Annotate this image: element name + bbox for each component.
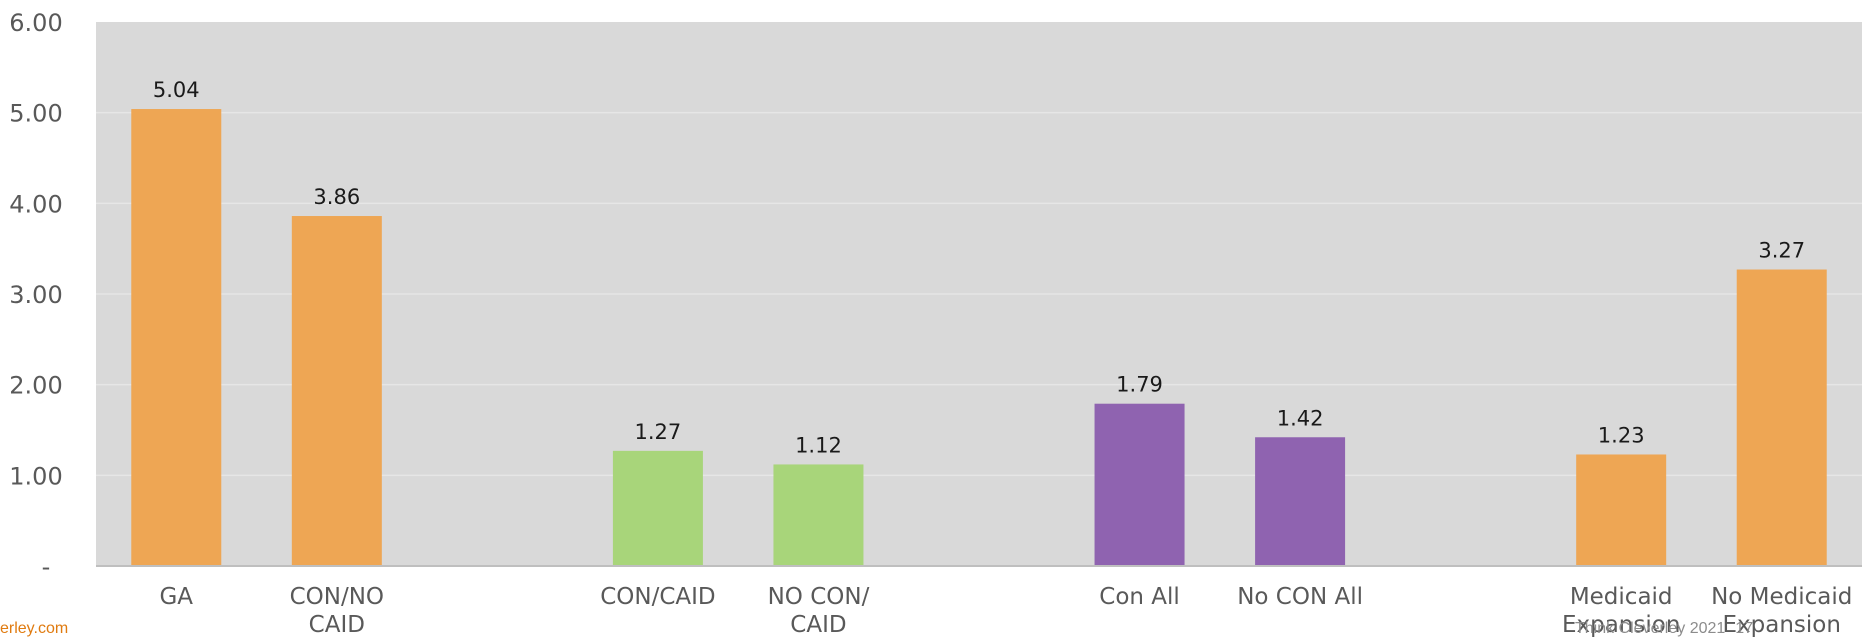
gridlines xyxy=(96,111,1862,477)
x-tick-label: GA xyxy=(159,584,193,610)
footer-brand-text: Think Cleverley 2021 xyxy=(1575,620,1726,637)
data-label: 1.42 xyxy=(1277,406,1324,430)
data-label: 1.27 xyxy=(635,420,682,444)
data-label: 1.12 xyxy=(795,433,842,457)
bar xyxy=(1094,403,1185,566)
y-tick-label: 4.00 xyxy=(9,190,62,218)
data-label: 3.86 xyxy=(313,185,360,209)
data-labels: 5.04 3.86 1.27 1.12 1.79 1.42 1.23 3.27 xyxy=(153,78,1805,457)
y-tick-label: 6.00 xyxy=(9,9,62,37)
x-tick-label: Con All xyxy=(1099,584,1180,610)
bars xyxy=(131,109,1827,566)
footer-page-number: 17 xyxy=(1735,620,1754,637)
footer-right: Think Cleverley 2021 17 xyxy=(1575,620,1763,638)
bar xyxy=(773,464,864,566)
y-tick-label: 2.00 xyxy=(9,372,62,400)
x-tick-label: No CON All xyxy=(1237,584,1363,610)
data-label: 1.23 xyxy=(1598,423,1645,447)
bar xyxy=(291,216,382,566)
bar xyxy=(1736,269,1827,566)
y-tick-label: 5.00 xyxy=(9,100,62,128)
y-tick-label: 1.00 xyxy=(9,462,62,490)
x-tick-label: CON/CAID xyxy=(600,584,715,610)
bar xyxy=(131,109,222,566)
x-tick-label: NO CON/CAID xyxy=(768,584,870,638)
x-tick-label: CON/NO CAID xyxy=(290,584,384,638)
bar xyxy=(612,450,703,566)
data-label: 3.27 xyxy=(1758,239,1805,263)
data-label: 1.79 xyxy=(1116,373,1163,397)
x-axis-ticks: GA CON/NO CAID CON/CAID NO CON/CAID Con All No… xyxy=(159,584,1852,638)
footer-website-text: erley.com xyxy=(0,620,69,637)
y-axis-ticks: - 1.00 2.00 3.00 4.00 5.00 6.00 xyxy=(9,9,62,581)
y-tick-label: - xyxy=(42,553,51,581)
x-tick-label: No Medicaid Expansion xyxy=(1711,584,1852,638)
x-tick-label: Medicaid Expansion xyxy=(1562,584,1680,638)
data-label: 5.04 xyxy=(153,78,200,102)
y-tick-label: 3.00 xyxy=(9,281,62,309)
bar xyxy=(1255,437,1346,566)
bar xyxy=(1576,454,1667,566)
